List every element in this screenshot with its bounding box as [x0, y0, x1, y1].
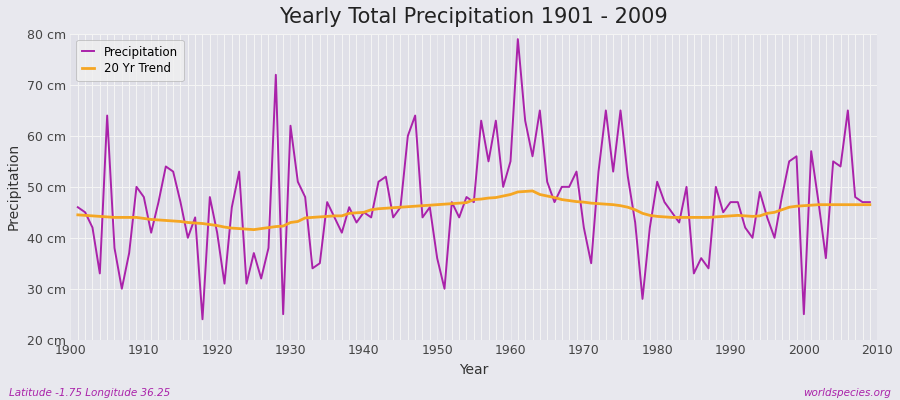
Title: Yearly Total Precipitation 1901 - 2009: Yearly Total Precipitation 1901 - 2009	[280, 7, 668, 27]
Precipitation	[72, 205, 83, 210]
Y-axis label: Precipitation: Precipitation	[7, 143, 21, 230]
Legend: Precipitation, 20 Yr Trend: Precipitation, 20 Yr Trend	[76, 40, 184, 81]
20 Yr Trend	[300, 216, 310, 220]
20 Yr Trend	[131, 215, 142, 220]
20 Yr Trend	[512, 190, 523, 194]
Precipitation	[608, 169, 618, 174]
Precipitation	[505, 159, 516, 164]
Text: Latitude -1.75 Longitude 36.25: Latitude -1.75 Longitude 36.25	[9, 388, 170, 398]
20 Yr Trend	[527, 188, 538, 193]
X-axis label: Year: Year	[459, 363, 489, 377]
Text: worldspecies.org: worldspecies.org	[803, 388, 891, 398]
20 Yr Trend	[864, 202, 875, 207]
Precipitation	[344, 205, 355, 210]
20 Yr Trend	[344, 211, 355, 216]
Precipitation	[197, 317, 208, 322]
Precipitation	[300, 195, 310, 200]
20 Yr Trend	[608, 202, 618, 207]
20 Yr Trend	[248, 227, 259, 232]
Precipitation	[131, 184, 142, 189]
20 Yr Trend	[72, 212, 83, 217]
20 Yr Trend	[505, 192, 516, 197]
Precipitation	[512, 37, 523, 42]
Precipitation	[520, 118, 531, 123]
Precipitation	[864, 200, 875, 204]
Line: Precipitation: Precipitation	[77, 39, 869, 319]
Line: 20 Yr Trend: 20 Yr Trend	[77, 191, 869, 230]
